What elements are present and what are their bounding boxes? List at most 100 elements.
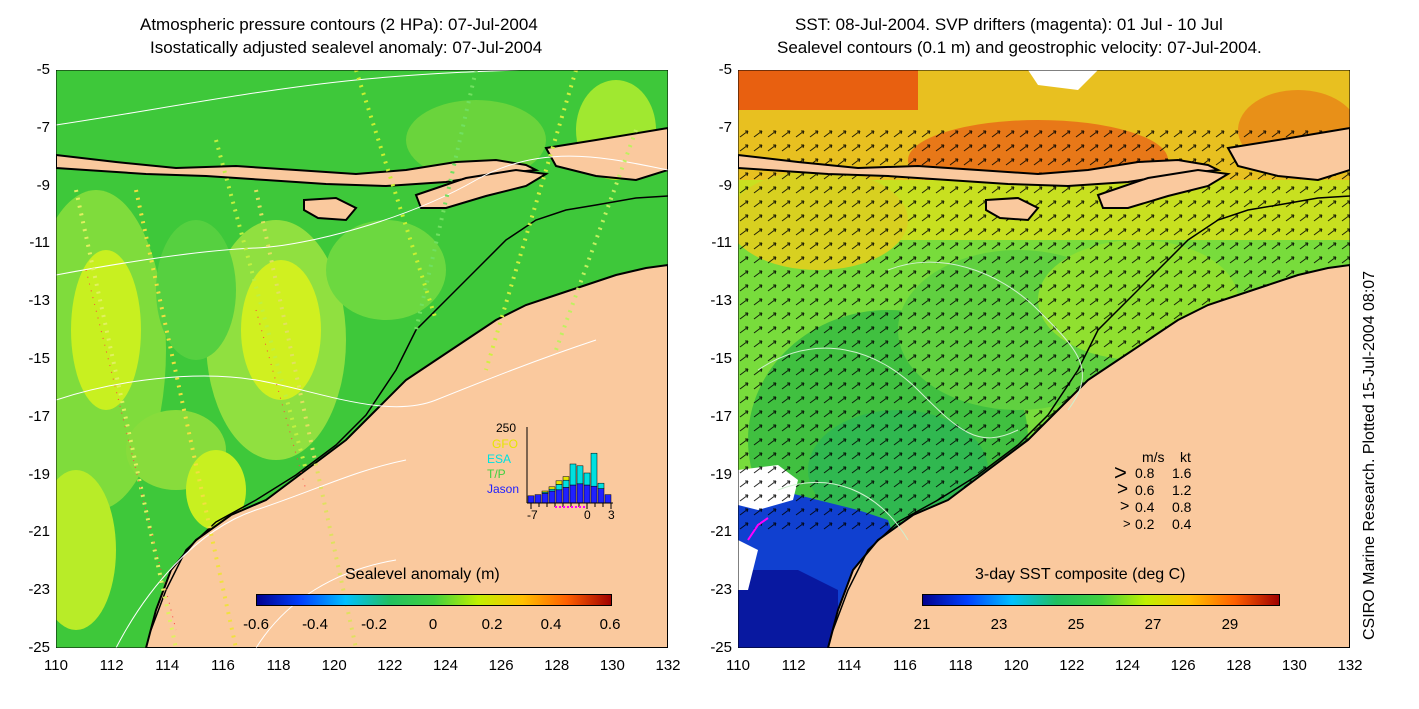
right-lon-tick: 130 [1281, 657, 1307, 674]
right-lon-tick: 118 [948, 657, 973, 674]
velocity-legend-kt-header: kt [1180, 449, 1191, 465]
right-lat-tick: -11 [711, 234, 732, 252]
right-lat-tick: -7 [718, 118, 732, 136]
histogram-legend-jason: Jason [487, 482, 520, 496]
land-java [56, 153, 540, 188]
left-lat-tick: -5 [36, 61, 50, 78]
right-cbar-tick: 29 [1221, 616, 1239, 633]
anomaly-blob [326, 220, 446, 320]
right-lat-tick: -5 [718, 61, 732, 78]
left-lat-tick: -23 [28, 581, 50, 599]
sealevel-contour [887, 261, 1083, 411]
left-cbar-tick: 0.4 [540, 616, 562, 633]
right-lon-tick: 126 [1170, 657, 1196, 674]
histogram-bar-jason [534, 494, 542, 504]
land-australia [826, 263, 1350, 648]
histogram-bar-jason [527, 495, 535, 504]
land-island [544, 126, 668, 182]
histogram-bar-jason [548, 490, 556, 504]
histogram-bar-gfo [555, 480, 563, 485]
sealevel-contour [777, 481, 909, 541]
histogram-xtick: -7 [527, 508, 538, 522]
right-lon-tick: 116 [892, 657, 917, 674]
histogram-bar-jason [604, 494, 612, 504]
left-lon-tick: 112 [99, 657, 124, 674]
right-title-line2: Sealevel contours (0.1 m) and geostrophi… [777, 38, 1262, 57]
pressure-contour [255, 559, 397, 648]
sst-coldest [738, 570, 838, 648]
left-lat-tick: -11 [29, 234, 50, 252]
cloud-mask [1028, 70, 1098, 90]
land-sumba [303, 196, 358, 222]
velocity-legend-arrow: > [1117, 479, 1129, 500]
anomaly-blob [186, 450, 246, 530]
left-colorbar [256, 594, 612, 606]
left-lat-tick: -25 [28, 639, 50, 656]
velocity-legend-arrow: > [1114, 460, 1127, 485]
histogram-bar-esa [562, 479, 570, 488]
right-title-line1: SST: 08-Jul-2004. SVP drifters (magenta)… [795, 15, 1223, 34]
velocity-legend-ms: 0.2 [1135, 516, 1155, 532]
left-lon-tick: 114 [155, 657, 180, 674]
histogram-bar-jason [576, 483, 584, 504]
right-lat-tick: -13 [710, 292, 732, 310]
left-cbar-tick: -0.6 [243, 616, 269, 633]
histogram-bar-jason [590, 485, 598, 504]
left-lon-tick: 132 [655, 657, 681, 674]
right-lat-tick: -17 [710, 407, 732, 425]
velocity-legend-kt: 0.4 [1172, 516, 1192, 532]
left-lon-tick: 128 [544, 657, 570, 674]
velocity-legend-ms: 0.8 [1135, 465, 1155, 481]
shelf-edge [832, 195, 1350, 631]
velocity-legend-ms-header: m/s [1142, 449, 1165, 465]
velocity-legend-kt: 1.2 [1172, 482, 1192, 498]
left-lon-tick: 118 [266, 657, 291, 674]
left-colorbar-label: Sealevel anomaly (m) [345, 566, 500, 583]
velocity-legend-ms: 0.6 [1135, 482, 1155, 498]
histogram-xtick: 0 [584, 508, 591, 522]
histogram-bar-esa [576, 465, 584, 485]
track-line [214, 139, 308, 471]
cloud-mask [738, 540, 758, 590]
right-lat-tick: -19 [710, 465, 732, 483]
right-lon-tick: 110 [726, 657, 750, 674]
histogram-bar-jason [583, 484, 591, 504]
left-lon-tick: 116 [210, 657, 235, 674]
histogram-bar-jason [562, 487, 570, 504]
right-lat-tick: -15 [710, 350, 732, 367]
right-lat-tick: -21 [710, 523, 732, 541]
left-cbar-tick: 0.6 [599, 616, 621, 633]
right-lon-tick: 120 [1003, 657, 1029, 674]
right-lon-tick: 132 [1337, 657, 1363, 674]
left-lat-tick: -21 [28, 523, 50, 541]
histogram-bar-jason [541, 493, 549, 504]
sst-hot-band [738, 70, 918, 110]
land-sumba [985, 196, 1040, 222]
left-lat-tick: -15 [28, 350, 50, 367]
left-map [56, 70, 668, 648]
histogram-bar-gfo [548, 486, 556, 490]
velocity-legend-kt: 1.6 [1172, 465, 1192, 481]
histogram-legend-esa: ESA [487, 452, 512, 466]
right-map [738, 70, 1350, 648]
pressure-contour [56, 155, 668, 276]
altimeter-histogram [526, 427, 613, 509]
anomaly-blob [71, 250, 141, 410]
plot-credit: CSIRO Marine Research. Plotted 15-Jul-20… [1361, 270, 1378, 640]
left-lon-tick: 120 [321, 657, 347, 674]
left-lat-tick: -13 [28, 292, 50, 310]
left-lon-tick: 126 [488, 657, 514, 674]
right-colorbar [922, 594, 1280, 606]
velocity-legend-arrow: > [1120, 498, 1130, 515]
right-cbar-tick: 23 [990, 616, 1008, 633]
histogram-bar-jason [555, 489, 563, 504]
histogram-bar-jason [597, 488, 605, 504]
left-title-line1: Atmospheric pressure contours (2 HPa): 0… [140, 15, 538, 34]
right-lon-tick: 128 [1226, 657, 1252, 674]
right-lat-tick: -25 [710, 639, 732, 656]
left-lat-tick: -17 [28, 407, 50, 425]
right-lat-tick: -23 [710, 581, 732, 599]
velocity-legend-kt: 0.8 [1172, 499, 1192, 515]
left-lon-tick: 110 [44, 657, 68, 674]
left-title-line2: Isostatically adjusted sealevel anomaly:… [150, 38, 543, 57]
